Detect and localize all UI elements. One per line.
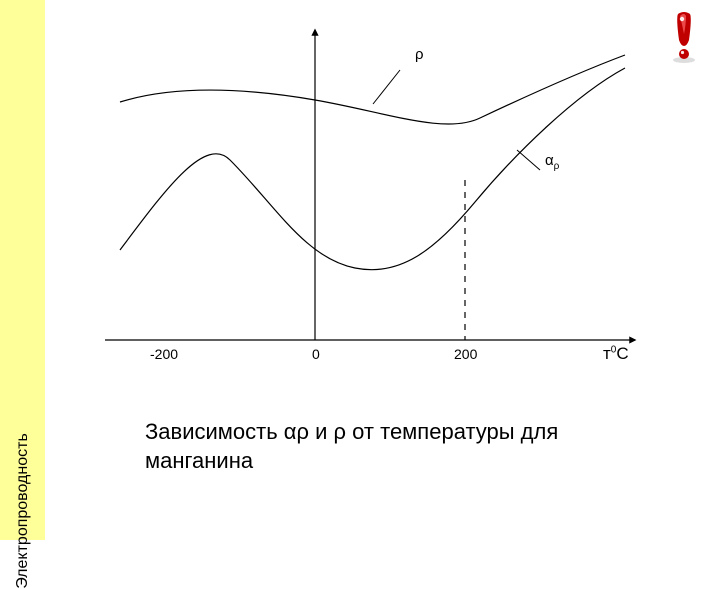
series-label-alpha-rho: αρ [545,152,559,172]
sidebar: Электропроводность [0,0,45,540]
chart-svg [45,0,720,400]
chart-area: ρ αρ -200 0 200 т0С Зависимость αρ и ρ о… [45,0,720,540]
tick-label-neg200: -200 [150,346,178,362]
series-label-alpha: α [545,152,554,169]
tick-label-200: 200 [454,346,477,362]
series-label-alpha-sub: ρ [554,161,560,172]
x-axis-label-t: т [603,344,611,363]
tick-label-0: 0 [312,346,320,362]
exclaim-icon [666,10,702,64]
x-axis-label-c: С [616,344,628,363]
series-label-rho: ρ [415,46,424,63]
chart-caption: Зависимость αρ и ρ от температуры для ма… [145,418,575,475]
x-axis-label: т0С [603,344,629,364]
sidebar-label: Электропроводность [14,433,32,589]
